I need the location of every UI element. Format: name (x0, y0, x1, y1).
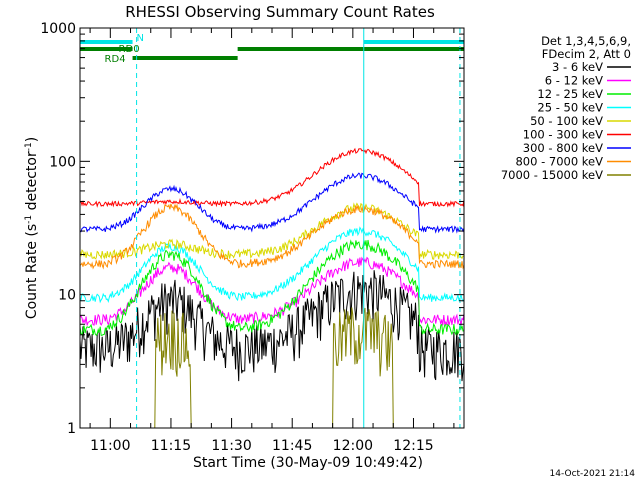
series-line (79, 203, 465, 270)
y-axis-ticks: 1 10 100 1000 (40, 21, 464, 437)
series-line (79, 270, 465, 382)
legend-label: 7000 - 15000 keV (501, 168, 603, 182)
y-tick-label: 100 (49, 154, 76, 170)
series-line (79, 256, 465, 326)
y-tick-label: 1000 (40, 21, 76, 37)
y-axis-label: Count Rate (s-1 detector-1) (24, 137, 40, 319)
x-axis-ticks: 11:00 11:15 11:30 11:45 12:00 12:15 (89, 28, 455, 454)
legend-header-line-2: FDecim 2, Att 0 (542, 47, 631, 61)
x-tick-label: 11:15 (151, 438, 191, 454)
legend-label: 6 - 12 keV (545, 74, 603, 88)
legend-label: 12 - 25 keV (537, 87, 603, 101)
segment-label: N (137, 33, 144, 44)
series-line (79, 172, 465, 234)
x-tick-label: 11:45 (272, 438, 312, 454)
chart-title: RHESSI Observing Summary Count Rates (125, 3, 435, 21)
legend-header-line-1: Det 1,3,4,5,6,9, (541, 34, 631, 48)
legend-label: 50 - 100 keV (530, 114, 603, 128)
series-line (79, 239, 464, 336)
legend-label: 300 - 800 keV (523, 141, 603, 155)
legend-label: 100 - 300 keV (523, 128, 603, 142)
segment-label: RD0 (119, 44, 140, 55)
series-line (79, 202, 465, 260)
legend-label: 3 - 6 keV (552, 60, 603, 74)
legend: Det 1,3,4,5,6,9, FDecim 2, Att 0 3 - 6 k… (501, 34, 631, 182)
footer-timestamp: 14-Oct-2021 21:14 (550, 469, 636, 479)
series-line (79, 226, 465, 304)
y-tick-label: 1 (67, 421, 76, 437)
x-tick-label: 12:00 (333, 438, 373, 454)
x-axis-label: Start Time (30-May-09 10:49:42) (193, 455, 423, 471)
x-tick-label: 11:30 (211, 438, 251, 454)
y-tick-label: 10 (58, 288, 76, 304)
legend-label: 800 - 7000 keV (515, 155, 603, 169)
x-tick-label: 11:00 (90, 438, 130, 454)
x-tick-label: 12:15 (393, 438, 433, 454)
segment-label: RD4 (105, 54, 126, 65)
series-line (79, 147, 465, 208)
legend-label: 25 - 50 keV (537, 101, 603, 115)
